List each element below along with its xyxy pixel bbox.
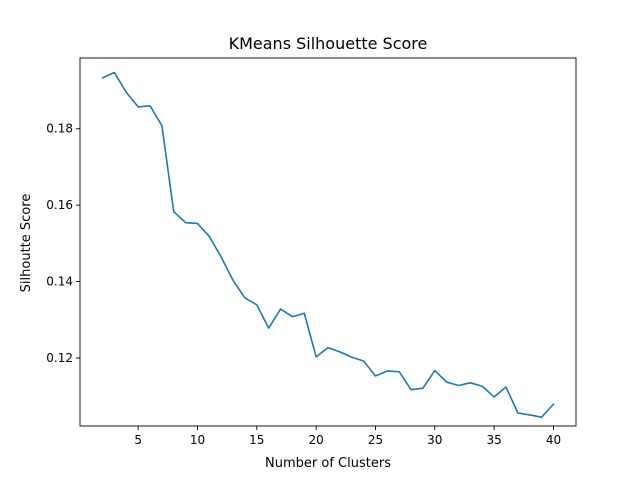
chart-title: KMeans Silhouette Score: [229, 34, 428, 53]
series-line-0: [101, 71, 555, 419]
plot-frame: [79, 57, 577, 427]
x-tick-label: 20: [308, 433, 323, 447]
x-tick-label: 30: [427, 433, 442, 447]
x-tick-label: 5: [134, 433, 142, 447]
y-tick-label: 0.18: [46, 122, 73, 136]
y-tick-label: 0.14: [46, 275, 73, 289]
x-tick-label: 35: [486, 433, 501, 447]
x-axis-label: Number of Clusters: [265, 456, 391, 471]
y-tick-label: 0.16: [46, 198, 73, 212]
plot-area: [79, 57, 577, 427]
y-axis: 0.12 0.14 0.16 0.18: [46, 122, 80, 365]
y-axis-label: Silhoutte Score: [19, 194, 34, 293]
x-axis: 5 10 15 20 25 30 35 40: [134, 426, 561, 447]
series-layer: [101, 71, 555, 419]
y-tick-label: 0.12: [46, 351, 73, 365]
x-tick-label: 10: [190, 433, 205, 447]
x-tick-label: 15: [249, 433, 264, 447]
x-tick-label: 40: [546, 433, 561, 447]
x-tick-label: 25: [368, 433, 383, 447]
